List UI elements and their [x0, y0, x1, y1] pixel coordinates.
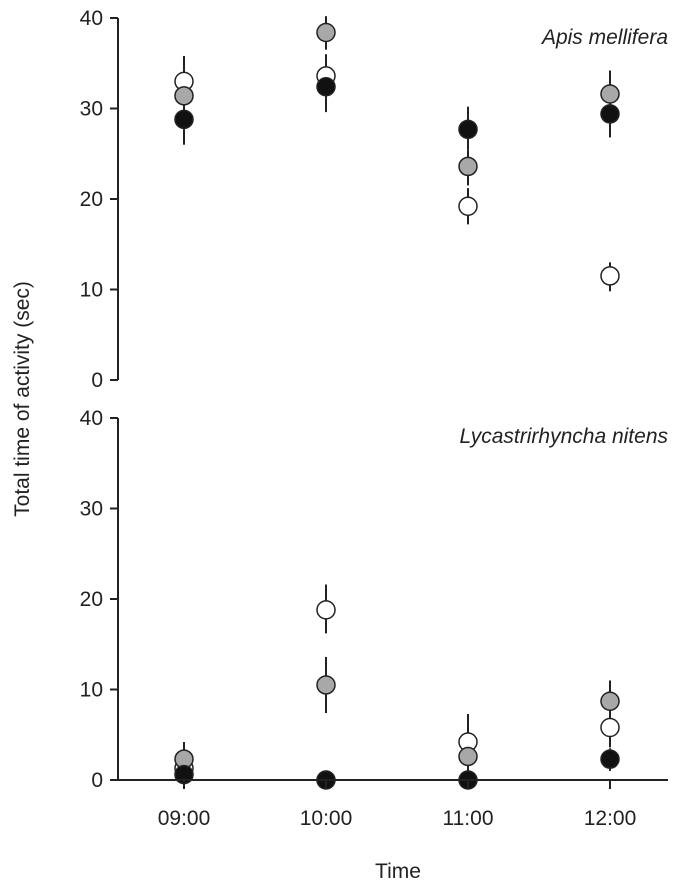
data-point [174, 86, 194, 106]
x-axis-title: Time [375, 860, 421, 883]
x-axis: 09:00 10:00 11:00 12:00 [118, 779, 668, 830]
y-tick-label: 30 [80, 98, 103, 121]
data-point [458, 196, 478, 216]
x-tick-label: 10:00 [300, 807, 353, 830]
data-point [316, 675, 336, 695]
y-tick-label: 40 [80, 407, 103, 430]
data-point [600, 749, 620, 769]
panel-title-lycastrirhyncha: Lycastrirhyncha nitens [459, 425, 668, 448]
data-point [600, 691, 620, 712]
y-axis-title: Total time of activity (sec) [11, 281, 34, 517]
data-point [316, 22, 336, 43]
data-point [458, 156, 478, 177]
x-tick-label: 09:00 [158, 807, 211, 830]
data-point [458, 119, 478, 140]
y-tick-label: 20 [80, 188, 103, 211]
data-point [600, 104, 620, 124]
data-point [316, 600, 336, 620]
panel-title-apis: Apis mellifera [540, 26, 668, 49]
y-tick-label: 30 [80, 498, 103, 521]
y-tick-label: 40 [80, 7, 103, 30]
data-point [600, 84, 620, 104]
y-tick-label: 0 [91, 369, 103, 392]
data-point [316, 77, 336, 97]
data-point [600, 266, 620, 286]
x-tick-label: 12:00 [584, 807, 637, 830]
y-tick-label: 20 [80, 588, 103, 611]
data-point [600, 717, 620, 738]
panel-apis: Apis mellifera 0 10 20 30 40 [80, 7, 668, 392]
y-tick-label: 0 [91, 769, 103, 792]
y-tick-label: 10 [80, 679, 103, 702]
data-point [458, 746, 478, 767]
data-point [174, 109, 194, 130]
panel-lycastrirhyncha: Lycastrirhyncha nitens 0 10 20 30 40 [80, 407, 669, 792]
y-tick-label: 10 [80, 279, 103, 302]
x-tick-label: 11:00 [443, 807, 494, 830]
